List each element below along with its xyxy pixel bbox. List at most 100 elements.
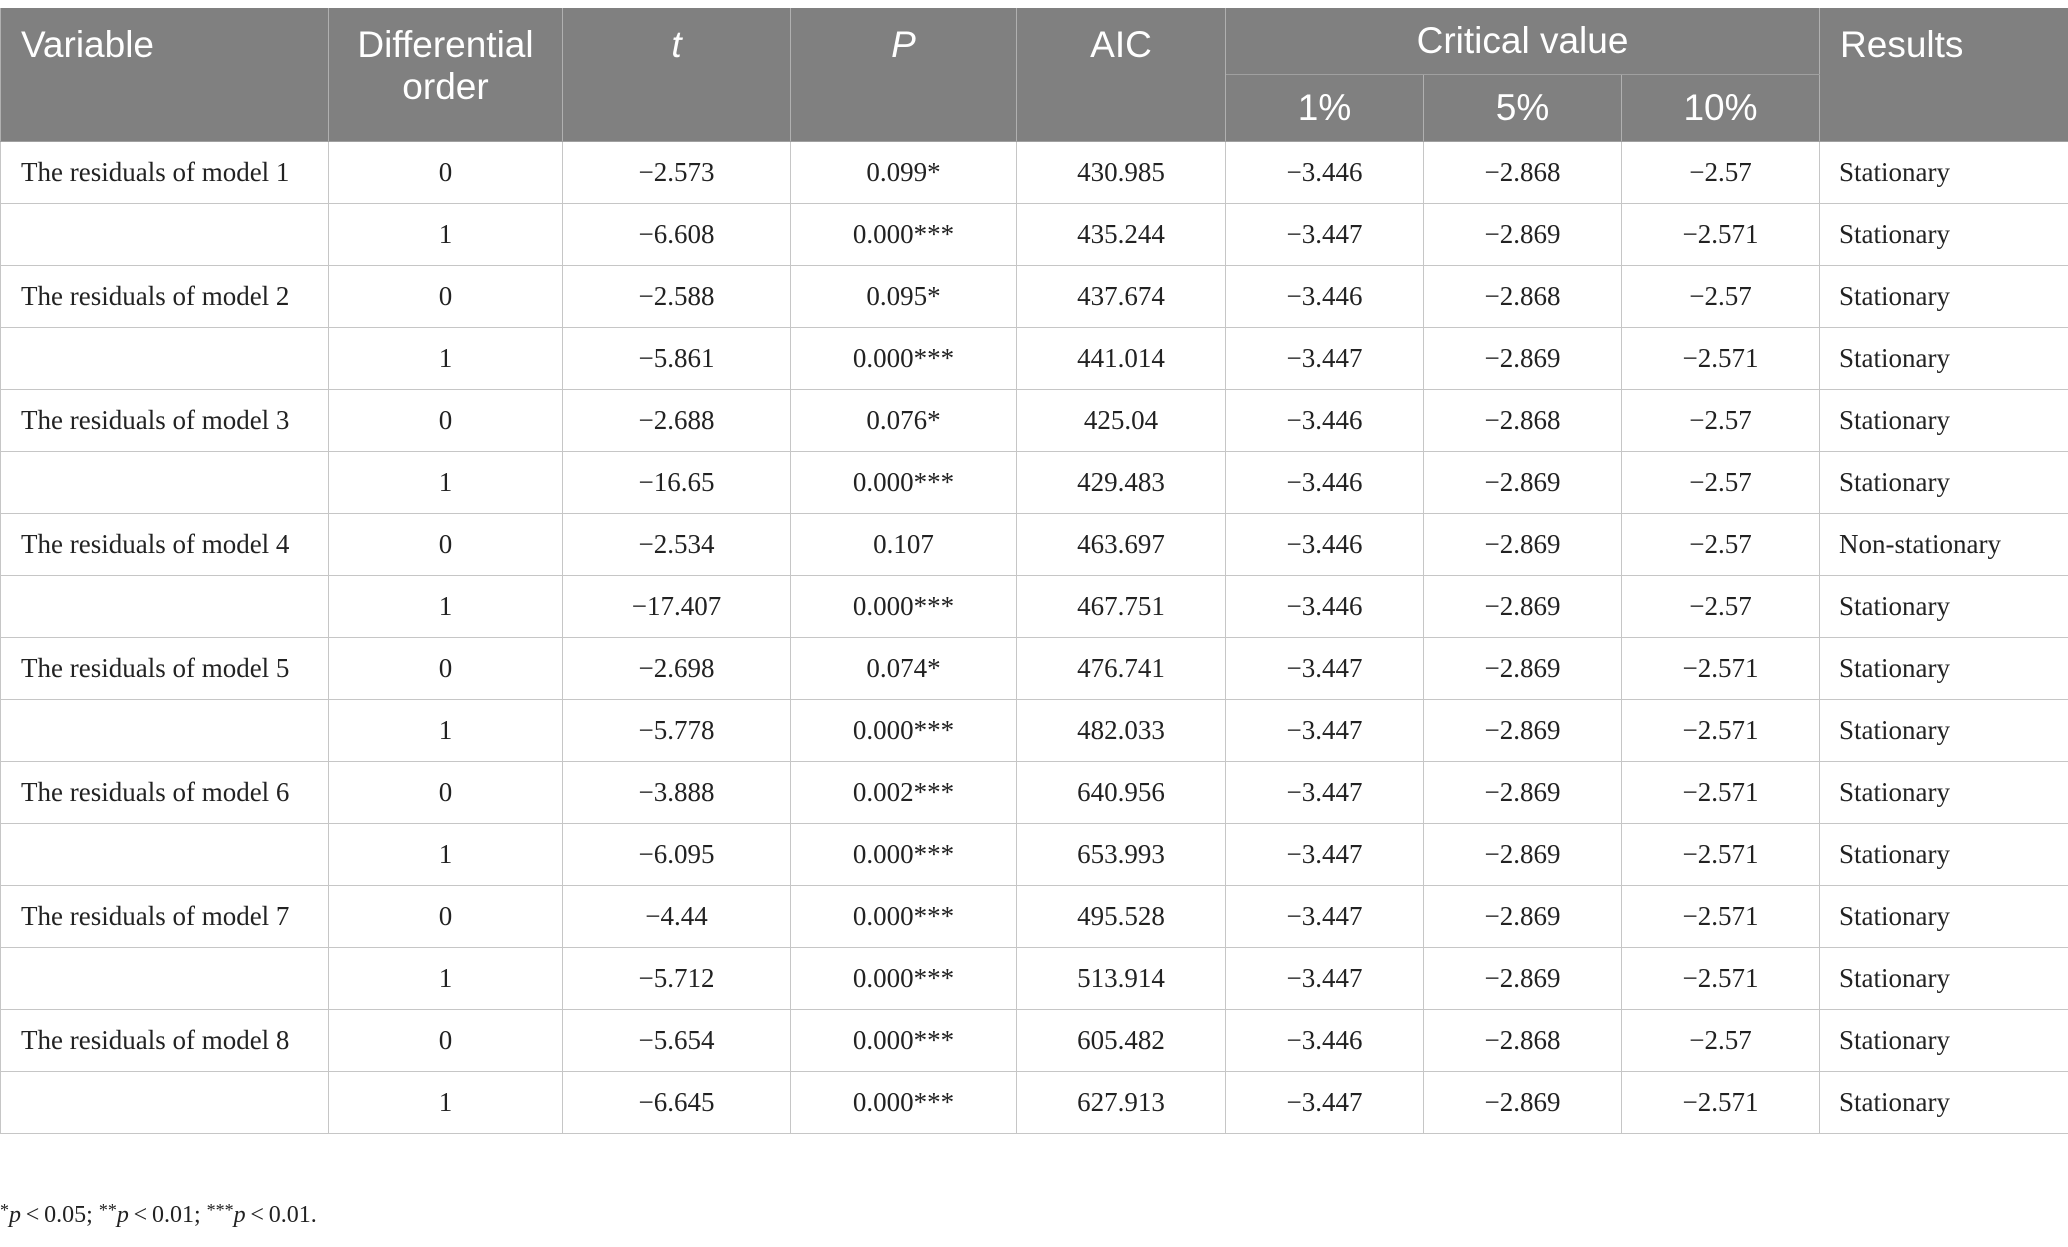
cell-variable [0, 327, 329, 390]
cell-t: −5.654 [562, 1009, 791, 1072]
cell-p: 0.107 [790, 513, 1017, 576]
cell-critical-1pct: −3.446 [1225, 513, 1424, 576]
table-footnote: *p < 0.05; **p < 0.01; ***p < 0.01. [0, 1200, 317, 1229]
cell-critical-1pct: −3.447 [1225, 761, 1424, 824]
header-critical-5pct: 5% [1423, 74, 1622, 142]
cell-variable [0, 575, 329, 638]
cell-t: −6.608 [562, 203, 791, 266]
table-row: The residuals of model 6 0 −3.888 0.002*** 6… [0, 761, 2068, 824]
header-aic: AIC [1016, 8, 1226, 142]
cell-critical-5pct: −2.869 [1423, 327, 1622, 390]
footnote-star-2: ** [98, 1200, 117, 1220]
cell-critical-1pct: −3.446 [1225, 575, 1424, 638]
cell-differential-order: 1 [328, 1071, 563, 1134]
cell-variable [0, 203, 329, 266]
cell-critical-5pct: −2.869 [1423, 451, 1622, 514]
table-row: 1 −16.65 0.000*** 429.483 −3.446 −2.869 −2.57 S… [0, 451, 2068, 514]
cell-critical-5pct: −2.868 [1423, 141, 1622, 204]
cell-differential-order: 0 [328, 761, 563, 824]
cell-t: −4.44 [562, 885, 791, 948]
cell-aic: 495.528 [1016, 885, 1226, 948]
header-critical-1pct: 1% [1225, 74, 1424, 142]
cell-variable [0, 823, 329, 886]
cell-t: −6.645 [562, 1071, 791, 1134]
cell-result: Stationary [1819, 389, 2068, 452]
cell-variable [0, 699, 329, 762]
cell-result: Stationary [1819, 265, 2068, 328]
footnote-text-2: < 0.01; [128, 1202, 207, 1228]
cell-p: 0.000*** [790, 823, 1017, 886]
cell-critical-1pct: −3.447 [1225, 885, 1424, 948]
cell-aic: 467.751 [1016, 575, 1226, 638]
table-body: The residuals of model 1 0 −2.573 0.099* 430… [0, 141, 2068, 1134]
cell-differential-order: 1 [328, 575, 563, 638]
cell-critical-10pct: −2.571 [1620, 761, 1821, 824]
cell-critical-10pct: −2.571 [1620, 203, 1821, 266]
cell-critical-1pct: −3.446 [1225, 389, 1424, 452]
cell-critical-10pct: −2.571 [1620, 1071, 1821, 1134]
table-row: 1 −6.608 0.000*** 435.244 −3.447 −2.869 −2.571… [0, 203, 2068, 266]
cell-p: 0.000*** [790, 1009, 1017, 1072]
table-row: The residuals of model 1 0 −2.573 0.099* 430… [0, 141, 2068, 204]
cell-critical-1pct: −3.447 [1225, 699, 1424, 762]
cell-p: 0.095* [790, 265, 1017, 328]
cell-critical-1pct: −3.447 [1225, 637, 1424, 700]
cell-t: −2.573 [562, 141, 791, 204]
table-row: 1 −6.645 0.000*** 627.913 −3.447 −2.869 −2.571… [0, 1071, 2068, 1134]
cell-aic: 463.697 [1016, 513, 1226, 576]
cell-p: 0.000*** [790, 699, 1017, 762]
cell-critical-1pct: −3.446 [1225, 141, 1424, 204]
table-row: 1 −5.712 0.000*** 513.914 −3.447 −2.869 −2.571… [0, 947, 2068, 1010]
cell-variable: The residuals of model 6 [0, 761, 329, 824]
table-row: The residuals of model 4 0 −2.534 0.107 463.… [0, 513, 2068, 576]
cell-p: 0.000*** [790, 575, 1017, 638]
cell-critical-10pct: −2.57 [1620, 513, 1821, 576]
cell-differential-order: 0 [328, 637, 563, 700]
table-row: The residuals of model 5 0 −2.698 0.074* 476… [0, 637, 2068, 700]
footnote-text-3: < 0.01. [245, 1202, 317, 1228]
cell-aic: 513.914 [1016, 947, 1226, 1010]
cell-differential-order: 0 [328, 265, 563, 328]
footnote-star-3: *** [206, 1200, 234, 1220]
cell-critical-1pct: −3.446 [1225, 451, 1424, 514]
cell-t: −5.778 [562, 699, 791, 762]
header-variable: Variable [0, 8, 329, 142]
cell-critical-5pct: −2.869 [1423, 1071, 1622, 1134]
cell-critical-5pct: −2.869 [1423, 637, 1622, 700]
cell-critical-1pct: −3.446 [1225, 265, 1424, 328]
table-row: The residuals of model 2 0 −2.588 0.095* 437… [0, 265, 2068, 328]
header-p: P [790, 8, 1017, 142]
cell-critical-5pct: −2.869 [1423, 947, 1622, 1010]
cell-critical-5pct: −2.869 [1423, 699, 1622, 762]
table-row: The residuals of model 3 0 −2.688 0.076* 425… [0, 389, 2068, 452]
cell-result: Stationary [1819, 575, 2068, 638]
footnote-text-1: < 0.05; [21, 1202, 99, 1228]
cell-critical-10pct: −2.571 [1620, 327, 1821, 390]
cell-t: −5.712 [562, 947, 791, 1010]
cell-result: Stationary [1819, 1009, 2068, 1072]
cell-critical-5pct: −2.869 [1423, 761, 1622, 824]
table-row: The residuals of model 8 0 −5.654 0.000*** 6… [0, 1009, 2068, 1072]
cell-t: −6.095 [562, 823, 791, 886]
cell-variable [0, 947, 329, 1010]
table-row: 1 −17.407 0.000*** 467.751 −3.446 −2.869 −2.57… [0, 575, 2068, 638]
cell-critical-10pct: −2.57 [1620, 265, 1821, 328]
cell-differential-order: 1 [328, 451, 563, 514]
cell-critical-5pct: −2.868 [1423, 265, 1622, 328]
cell-t: −2.534 [562, 513, 791, 576]
cell-p: 0.000*** [790, 203, 1017, 266]
cell-aic: 653.993 [1016, 823, 1226, 886]
cell-critical-10pct: −2.571 [1620, 823, 1821, 886]
cell-aic: 441.014 [1016, 327, 1226, 390]
cell-aic: 482.033 [1016, 699, 1226, 762]
cell-critical-1pct: −3.447 [1225, 823, 1424, 886]
cell-critical-10pct: −2.571 [1620, 885, 1821, 948]
cell-critical-10pct: −2.57 [1620, 1009, 1821, 1072]
cell-p: 0.000*** [790, 947, 1017, 1010]
cell-critical-5pct: −2.869 [1423, 823, 1622, 886]
cell-variable [0, 451, 329, 514]
cell-variable: The residuals of model 1 [0, 141, 329, 204]
cell-p: 0.076* [790, 389, 1017, 452]
cell-result: Stationary [1819, 761, 2068, 824]
header-results: Results [1819, 8, 2068, 142]
